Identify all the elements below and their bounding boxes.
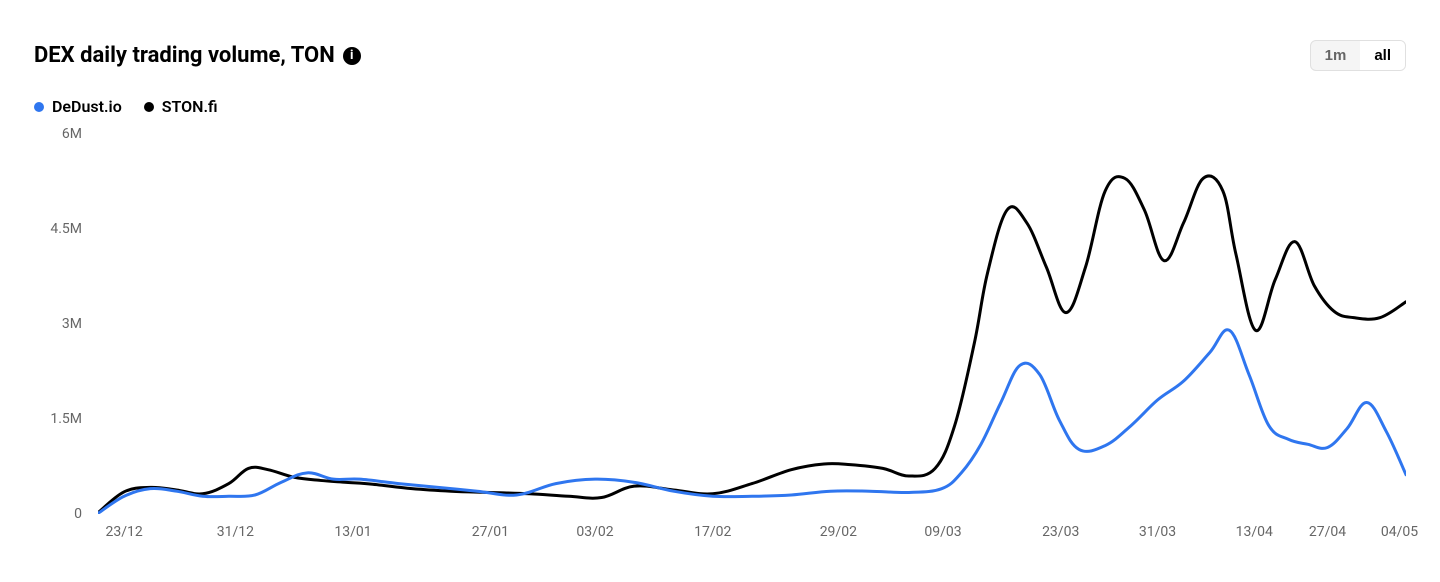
series-line: [98, 330, 1406, 514]
info-icon[interactable]: i: [343, 47, 361, 65]
x-tick-label: 09/03: [924, 524, 961, 540]
x-axis: 23/12 31/12 13/01 27/01 03/02 17/02 29/02 09/03…: [98, 518, 1406, 554]
x-tick-label: 13/04: [1236, 524, 1273, 540]
chart-container: DEX daily trading volume, TON i 1mall De…: [0, 0, 1440, 582]
y-tick-label: 3M: [62, 316, 82, 332]
x-tick-label: 27/01: [472, 524, 509, 540]
title-wrap: DEX daily trading volume, TON i: [34, 43, 361, 68]
plot-svg: [98, 134, 1406, 514]
y-tick-label: 6M: [62, 126, 82, 142]
chart-area: 01.5M3M4.5M6M 23/1231/1213/0127/0103/021…: [34, 134, 1406, 554]
y-tick-label: 4.5M: [50, 221, 82, 237]
x-tick-label: 03/02: [576, 524, 613, 540]
legend-item[interactable]: STON.fi: [144, 97, 218, 116]
legend-item[interactable]: DeDust.io: [34, 97, 122, 116]
legend-label: DeDust.io: [52, 97, 122, 116]
range-button-1m[interactable]: 1m: [1311, 41, 1361, 70]
legend-dot-icon: [144, 102, 154, 112]
y-axis: 01.5M3M4.5M6M: [34, 134, 88, 514]
legend-label: STON.fi: [162, 97, 218, 116]
legend: DeDust.io STON.fi: [34, 97, 1406, 116]
y-tick-label: 0: [74, 506, 82, 522]
x-tick-label: 23/12: [106, 524, 143, 540]
plot-area: [98, 134, 1406, 514]
header-row: DEX daily trading volume, TON i 1mall: [34, 40, 1406, 71]
x-tick-label: 17/02: [694, 524, 731, 540]
chart-title: DEX daily trading volume, TON: [34, 43, 335, 68]
series-line: [98, 176, 1406, 513]
range-button-all[interactable]: all: [1360, 41, 1405, 70]
x-tick-label: 27/04: [1309, 524, 1346, 540]
x-tick-label: 04/05: [1381, 524, 1418, 540]
x-tick-label: 23/03: [1042, 524, 1079, 540]
y-tick-label: 1.5M: [50, 411, 82, 427]
legend-dot-icon: [34, 102, 44, 112]
x-tick-label: 29/02: [820, 524, 857, 540]
x-tick-label: 31/03: [1139, 524, 1176, 540]
x-tick-label: 13/01: [334, 524, 371, 540]
range-toggle: 1mall: [1310, 40, 1406, 71]
x-tick-label: 31/12: [217, 524, 254, 540]
